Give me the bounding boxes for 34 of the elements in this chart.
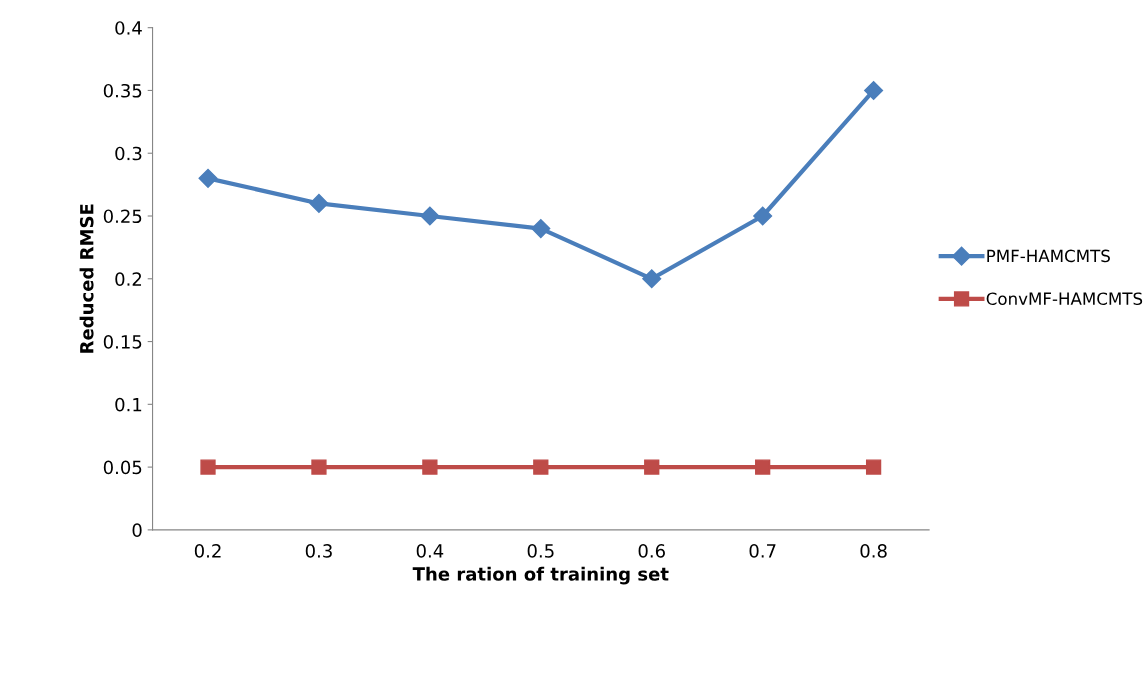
point	[200, 459, 216, 475]
point	[422, 459, 438, 475]
point	[642, 269, 662, 289]
y-tick-label: 0.1	[115, 397, 142, 412]
point	[311, 459, 327, 475]
x-tick-label: 0.4	[416, 544, 444, 558]
x-tick-label: 0.8	[860, 544, 887, 558]
point	[644, 459, 660, 475]
y-tick-label: 0	[132, 523, 142, 537]
y-tick-label: 0.4	[115, 21, 142, 35]
point	[864, 80, 884, 100]
y-tick-label: 0.15	[103, 335, 142, 349]
y-axis-title: Reduced RMSE	[79, 204, 94, 353]
legend-label: PMF-HAMCMTS	[987, 249, 1110, 263]
x-tick-label: 0.2	[194, 544, 221, 558]
x-tick-label: 0.7	[749, 544, 776, 558]
point	[531, 219, 551, 239]
x-tick-label: 0.3	[305, 544, 332, 558]
x-tick-label: 0.6	[638, 544, 665, 558]
point	[533, 459, 549, 475]
point	[198, 168, 218, 188]
legend-label: ConvMF-HAMCMTS	[986, 292, 1143, 306]
point	[755, 459, 771, 475]
y-tick-label: 0.3	[115, 146, 142, 161]
x-axis-title: The ration of training set	[412, 566, 669, 585]
point	[865, 459, 882, 475]
y-tick-label: 0.2	[115, 272, 142, 286]
point	[420, 206, 440, 226]
y-tick-label: 0.25	[103, 209, 142, 224]
point	[753, 206, 773, 226]
point	[309, 193, 329, 213]
y-tick-label: 0.35	[103, 83, 142, 98]
y-tick-label: 0.05	[103, 460, 142, 475]
x-tick-label: 0.5	[527, 544, 554, 558]
